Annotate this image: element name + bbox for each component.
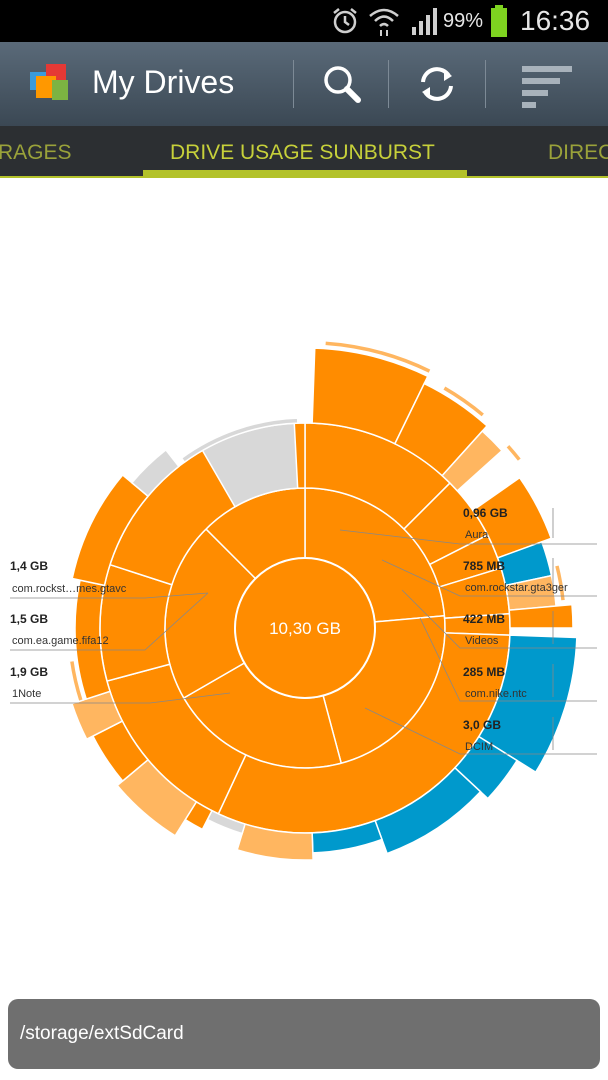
sunburst-svg[interactable]: 10,30 GB 1,4 GB com.rockst…mes.gtavc 1,5… xyxy=(0,178,608,1078)
search-icon[interactable] xyxy=(318,60,366,108)
callout-name: DCIM xyxy=(465,741,493,753)
callout-value: 1,9 GB xyxy=(10,665,48,679)
battery-percent: 99% xyxy=(443,9,484,32)
sunburst-segment-tip[interactable] xyxy=(68,659,85,703)
sunburst-segment-tip[interactable] xyxy=(504,442,523,463)
sunburst-center[interactable] xyxy=(234,557,376,699)
clock-time: 16:36 xyxy=(520,5,591,36)
callout-name: com.ea.game.fifa12 xyxy=(12,635,109,647)
sunburst-segment-ring3[interactable] xyxy=(130,448,180,498)
callout-leader-line xyxy=(10,592,209,599)
battery-icon xyxy=(490,0,508,42)
callout-value: 1,4 GB xyxy=(10,559,48,573)
callout-leader-line xyxy=(364,707,597,755)
callout-value: 785 MB xyxy=(463,559,505,573)
tab-drive-usage-sunburst[interactable]: DRIVE USAGE SUNBURST xyxy=(170,141,435,164)
sunburst-chart[interactable]: 10,30 GB 1,4 GB com.rockst…mes.gtavc 1,5… xyxy=(0,178,608,1078)
sunburst-segment-ring3[interactable] xyxy=(180,417,299,464)
callout-value: 1,5 GB xyxy=(10,612,48,626)
signal-icon xyxy=(410,0,440,42)
callout-name: com.nike.ntc xyxy=(465,688,527,700)
sunburst-segment-ring3[interactable] xyxy=(477,634,578,774)
callout-name: Videos xyxy=(465,635,499,647)
callout-leader-line xyxy=(10,692,231,704)
callout-leader-line xyxy=(339,529,597,545)
callout-leader-line xyxy=(381,559,597,597)
app-logo-icon[interactable] xyxy=(26,60,72,106)
callout-leader-line xyxy=(419,617,597,702)
sunburst-segment-tip[interactable] xyxy=(323,339,433,375)
callout-name: com.rockst…mes.gtavc xyxy=(12,583,127,595)
sunburst-segment-tip[interactable] xyxy=(553,563,567,602)
divider xyxy=(388,60,389,108)
tab-bar: RAGES DRIVE USAGE SUNBURST DIREC xyxy=(0,126,608,178)
callout-leader-line xyxy=(401,589,597,649)
callout-value: 285 MB xyxy=(463,665,505,679)
callout-fifa12[interactable]: 1,5 GB com.ea.game.fifa12 xyxy=(10,612,109,647)
sunburst-segment-ring3[interactable] xyxy=(508,603,574,629)
callout-videos[interactable]: 422 MB Videos xyxy=(463,612,505,647)
sunburst-segment-ring3[interactable] xyxy=(236,823,314,861)
callout-value: 3,0 GB xyxy=(463,718,501,732)
callout-leader-line xyxy=(10,592,209,651)
alarm-icon xyxy=(330,0,360,42)
divider xyxy=(485,60,486,108)
callout-gta3ger[interactable]: 785 MB com.rockstar.gta3ger xyxy=(463,559,568,594)
callout-nike-ntc[interactable]: 285 MB com.nike.ntc xyxy=(463,665,527,700)
tab-storages[interactable]: RAGES xyxy=(0,141,72,164)
callout-gtavc[interactable]: 1,4 GB com.rockst…mes.gtavc xyxy=(10,559,127,595)
callout-1note[interactable]: 1,9 GB 1Note xyxy=(10,665,48,700)
tab-directories[interactable]: DIREC xyxy=(548,141,608,164)
sunburst-segment-tip[interactable] xyxy=(441,384,487,419)
center-total-label: 10,30 GB xyxy=(269,619,341,638)
callout-dcim[interactable]: 3,0 GB DCIM xyxy=(463,718,501,753)
path-bar[interactable]: /storage/extSdCard xyxy=(8,999,600,1069)
tab-indicator xyxy=(143,170,467,176)
sunburst-segment-ring3[interactable] xyxy=(441,430,503,492)
sort-icon[interactable] xyxy=(520,60,572,108)
refresh-icon[interactable] xyxy=(413,60,461,108)
app-title: My Drives xyxy=(92,64,235,100)
callout-name: Aura xyxy=(465,529,489,541)
callout-name: 1Note xyxy=(12,688,41,700)
callout-name: com.rockstar.gta3ger xyxy=(465,582,568,594)
action-bar: My Drives xyxy=(0,42,608,126)
status-bar: 99% 16:36 xyxy=(0,0,608,42)
callout-value: 422 MB xyxy=(463,612,505,626)
wifi-icon xyxy=(368,0,400,42)
current-path: /storage/extSdCard xyxy=(20,1023,184,1044)
callout-aura[interactable]: 0,96 GB Aura xyxy=(463,506,508,541)
divider xyxy=(293,60,294,108)
callout-value: 0,96 GB xyxy=(463,506,508,520)
